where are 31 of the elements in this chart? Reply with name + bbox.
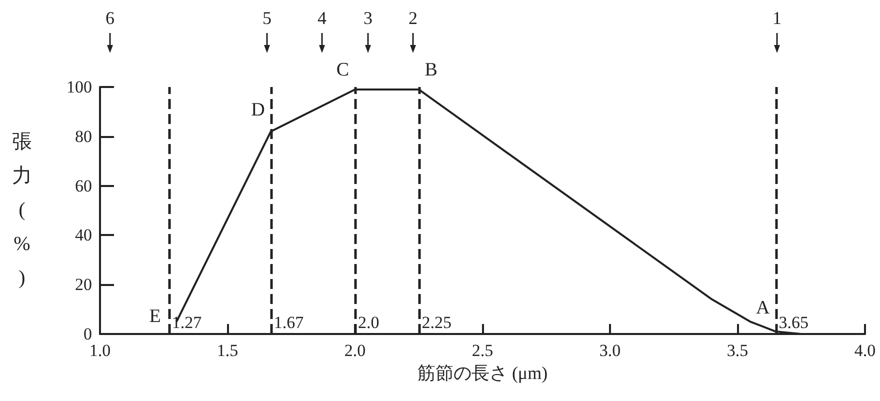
x-tick-label: 4.0	[854, 341, 876, 360]
annotation: A	[756, 298, 770, 319]
x-tick-label: 2.0	[344, 341, 366, 360]
text: 5	[262, 8, 272, 28]
text: 6	[106, 8, 114, 28]
text: 2	[408, 8, 418, 28]
x-tick-label: 1.5	[216, 341, 238, 360]
y-tick-label: 100	[66, 78, 92, 96]
y-tick-label: 20	[75, 275, 92, 294]
ref-line-label: 2.25	[422, 313, 452, 332]
x-tick-label: 3.5	[726, 341, 748, 360]
text: 3	[364, 8, 372, 28]
x-tick-label: 1.0	[89, 341, 111, 360]
annotation: B	[424, 59, 438, 80]
x-tick-label: 2.5	[472, 341, 494, 360]
ref-line-label: 2.0	[358, 313, 380, 332]
x-tick-label: 3.0	[599, 341, 621, 360]
y-tick-label: 80	[75, 126, 92, 146]
y-tick-label: 0	[84, 324, 92, 344]
ref-line-label: 1.27	[172, 313, 202, 332]
text: 4	[318, 8, 326, 28]
annotation: D	[251, 99, 265, 120]
annotation: E	[149, 306, 161, 327]
annotation: C	[336, 59, 349, 80]
ref-line-label: 3.65	[778, 313, 808, 332]
y-tick-label: 40	[75, 226, 92, 245]
ref-line-label: 1.67	[274, 313, 304, 332]
text: 1	[772, 8, 782, 28]
y-axis-title: 張力(%)	[12, 131, 32, 289]
x-axis-title: 筋節の長さ (μm)	[417, 363, 548, 383]
y-tick-label: 60	[75, 176, 92, 196]
